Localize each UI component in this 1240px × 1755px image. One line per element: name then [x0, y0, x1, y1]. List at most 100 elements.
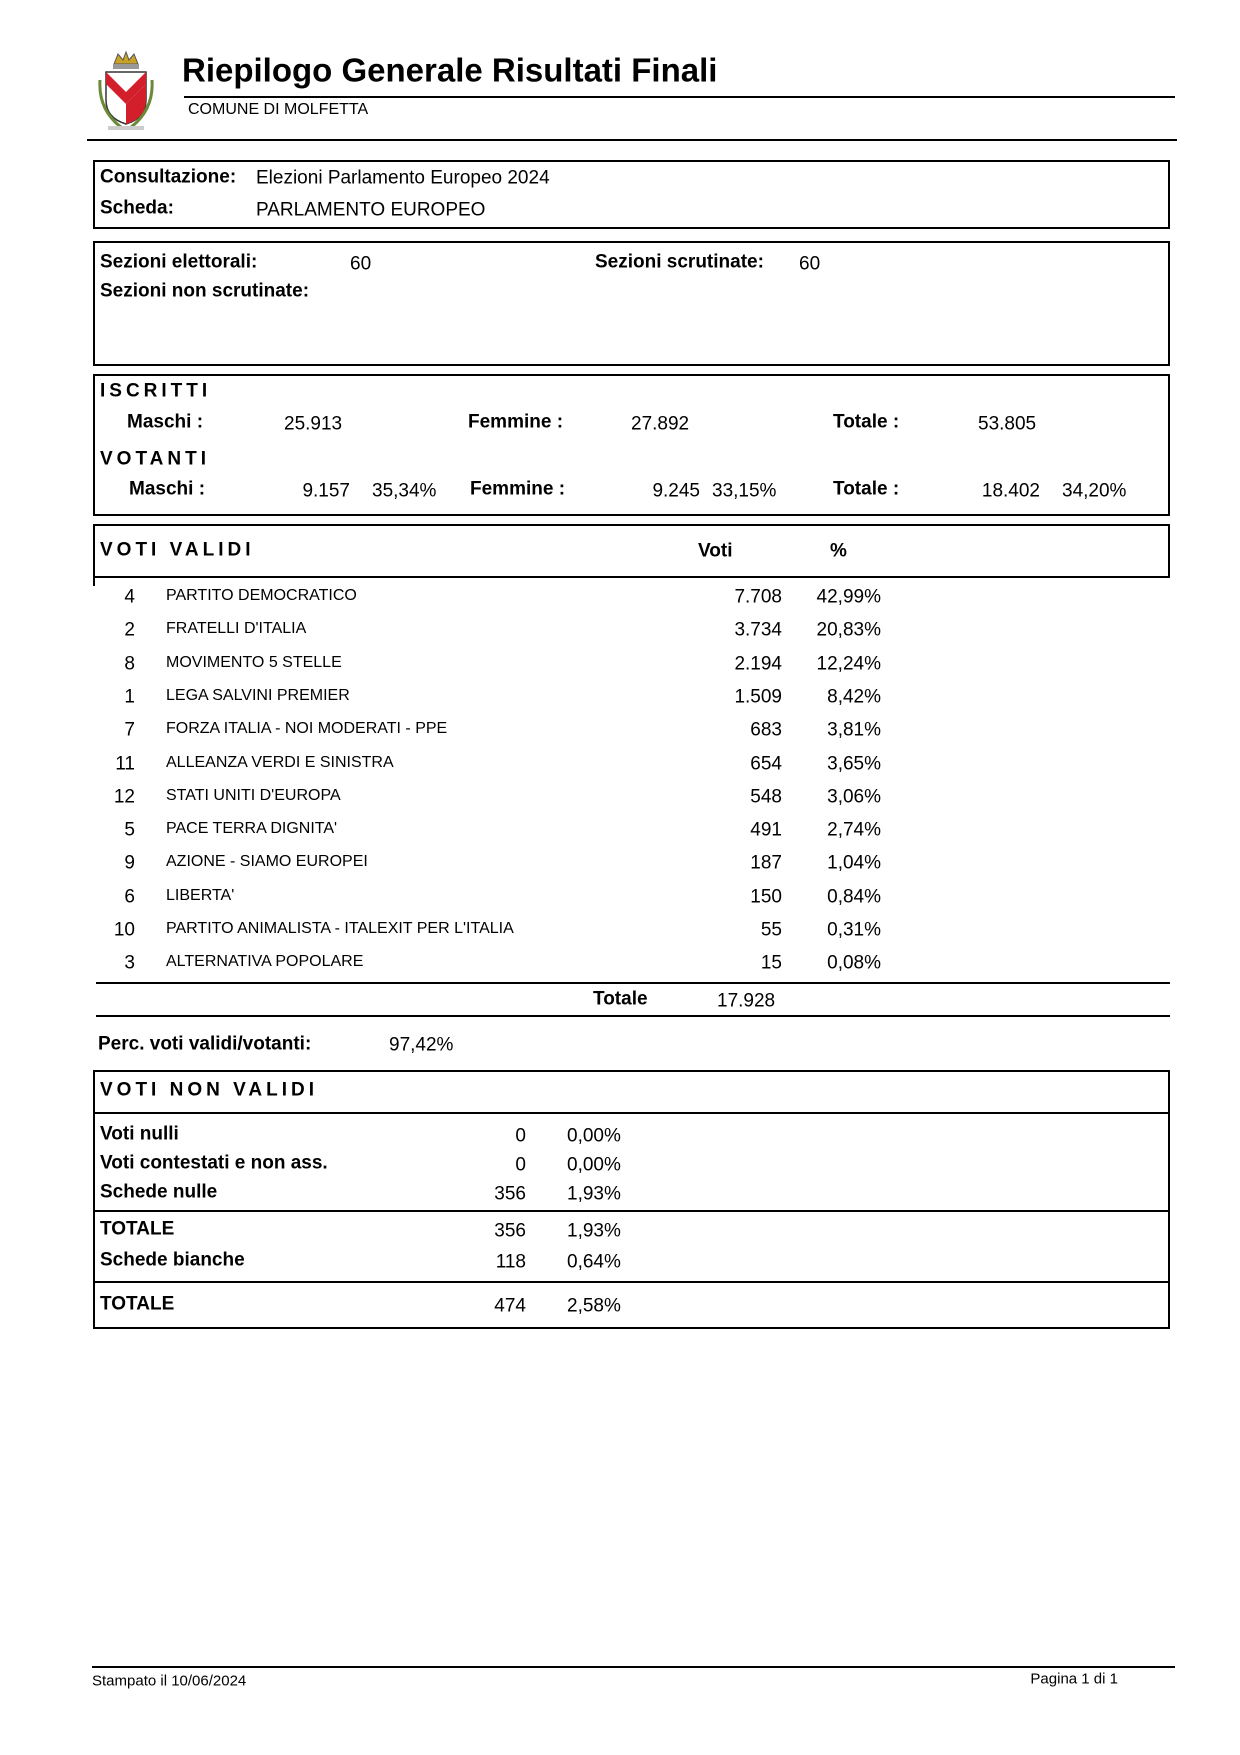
list-number: 6	[124, 886, 135, 908]
percent: 8,42%	[827, 686, 881, 708]
title: Riepilogo Generale Risultati Finali	[182, 51, 718, 89]
logo	[98, 50, 154, 130]
percent: 0,00%	[567, 1125, 621, 1147]
votes: 187	[750, 852, 782, 874]
value: 53.805	[978, 413, 1037, 435]
percent: 1,04%	[827, 852, 881, 874]
turnout-box	[93, 374, 1170, 516]
party-name: PARTITO DEMOCRATICO	[166, 587, 357, 604]
label: TOTALE	[100, 1218, 175, 1240]
column-header: Voti	[698, 540, 733, 562]
label: Perc. voti validi/votanti:	[98, 1033, 312, 1055]
label: Maschi :	[129, 478, 206, 500]
votes: 548	[750, 786, 782, 808]
label: Totale	[593, 988, 648, 1010]
votes: 15	[760, 952, 782, 974]
valid-votes-header-box	[93, 524, 1170, 578]
rule	[96, 982, 1170, 984]
party-name: STATI UNITI D'EUROPA	[166, 786, 341, 804]
footer-date: Stampato il 10/06/2024	[92, 1672, 247, 1690]
list-number: 10	[113, 919, 135, 941]
list-number: 11	[115, 753, 135, 774]
votes: 150	[750, 886, 782, 908]
list-number: 7	[124, 719, 135, 741]
value: 17.928	[717, 990, 776, 1012]
party-name: LIBERTA'	[166, 886, 235, 904]
percent: 3,81%	[827, 719, 881, 741]
sections-box	[93, 241, 1170, 366]
value: 97,42%	[389, 1034, 454, 1056]
count: 356	[494, 1183, 526, 1205]
party-name: FORZA ITALIA - NOI MODERATI - PPE	[166, 720, 448, 738]
label: Femmine :	[468, 411, 564, 433]
percent: 2,74%	[827, 819, 881, 841]
party-name: FRATELLI D'ITALIA	[166, 620, 307, 638]
rule	[93, 576, 95, 586]
list-number: 8	[124, 653, 135, 675]
label: Schede bianche	[100, 1249, 245, 1271]
count: 0	[515, 1154, 526, 1176]
value: 25.913	[284, 413, 343, 435]
party-name: ALTERNATIVA POPOLARE	[166, 953, 364, 971]
percent: 1,93%	[567, 1220, 621, 1242]
label: Scheda:	[100, 197, 174, 219]
rule	[96, 1015, 1170, 1017]
section-heading: VOTANTI	[100, 448, 210, 470]
party-name: PACE TERRA DIGNITA'	[166, 820, 338, 838]
count: 0	[515, 1125, 526, 1147]
list-number: 2	[124, 619, 135, 641]
party-name: ALLEANZA VERDI E SINISTRA	[166, 753, 394, 771]
count: 474	[494, 1295, 526, 1317]
subtitle: COMUNE DI MOLFETTA	[188, 101, 369, 118]
label: TOTALE	[100, 1293, 175, 1315]
rule	[93, 1281, 1170, 1283]
value: 9.157	[302, 480, 350, 502]
party-name: PARTITO ANIMALISTA - ITALEXIT PER L'ITAL…	[166, 920, 514, 937]
votes: 3.734	[734, 619, 782, 641]
votes: 55	[760, 919, 782, 941]
label: Totale :	[833, 411, 900, 433]
votes: 1.509	[734, 686, 782, 708]
percent: 0,08%	[827, 952, 881, 974]
section-heading: VOTI NON VALIDI	[100, 1079, 318, 1101]
header-rule	[87, 139, 1177, 141]
label: Consultazione:	[100, 166, 237, 188]
list-number: 3	[124, 952, 135, 974]
list-number: 9	[124, 852, 135, 874]
votes: 2.194	[734, 653, 782, 675]
label: Femmine :	[470, 478, 566, 500]
invalid-votes-box	[93, 1070, 1170, 1329]
value: 60	[350, 253, 372, 275]
value: 27.892	[631, 413, 690, 435]
value: Elezioni Parlamento Europeo 2024	[256, 167, 550, 189]
label: Schede nulle	[100, 1181, 218, 1203]
value: 9.245	[652, 480, 700, 502]
percent: 34,20%	[1062, 480, 1127, 502]
rule	[93, 1210, 1170, 1212]
footer-page: Pagina 1 di 1	[1030, 1670, 1118, 1688]
percent: 42,99%	[816, 586, 881, 608]
percent: 0,64%	[567, 1251, 621, 1273]
count: 356	[494, 1220, 526, 1242]
votes: 654	[750, 753, 782, 774]
percent: 0,84%	[827, 886, 881, 908]
percent: 2,58%	[567, 1295, 621, 1317]
percent: 33,15%	[712, 480, 777, 502]
percent: 3,65%	[827, 753, 881, 774]
label: Totale :	[833, 478, 900, 500]
column-header: %	[830, 540, 847, 562]
percent: 35,34%	[372, 480, 437, 502]
value: 18.402	[981, 480, 1040, 502]
list-number: 4	[124, 586, 135, 608]
label: Voti contestati e non ass.	[100, 1152, 328, 1174]
percent: 20,83%	[816, 619, 881, 641]
list-number: 12	[113, 786, 135, 808]
label: Maschi :	[127, 411, 204, 433]
rule	[93, 1112, 1170, 1114]
percent: 1,93%	[567, 1183, 621, 1205]
votes: 7.708	[734, 586, 782, 608]
label: Sezioni non scrutinate:	[100, 280, 310, 302]
value: 60	[799, 253, 821, 275]
percent: 3,06%	[827, 786, 881, 808]
party-name: AZIONE - SIAMO EUROPEI	[166, 853, 368, 871]
